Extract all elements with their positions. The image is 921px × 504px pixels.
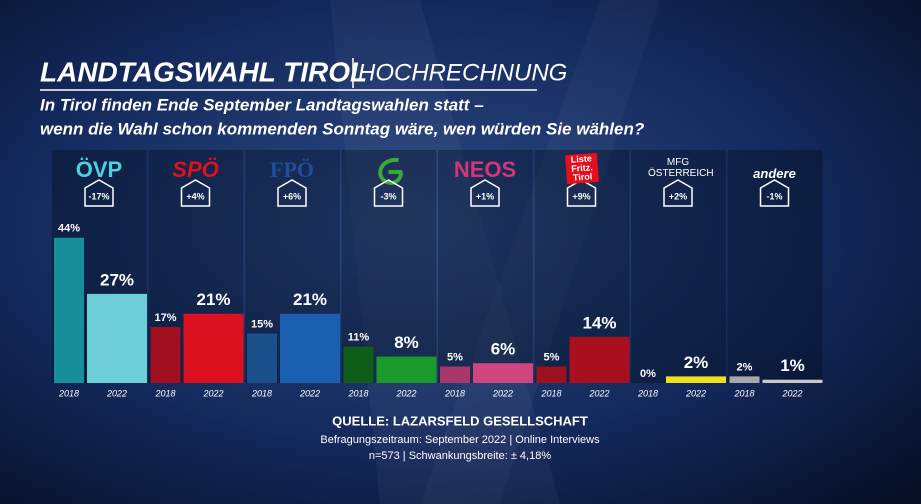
year-label: 2022 <box>588 388 609 398</box>
value-label: 0% <box>640 368 656 380</box>
change-label: -1% <box>766 191 782 201</box>
party-label: Liste Fritz. Tirol <box>564 152 599 185</box>
column-panel <box>341 150 437 383</box>
bar <box>343 346 374 383</box>
column-panel <box>631 150 726 383</box>
year-label: 2018 <box>540 388 561 398</box>
bar <box>762 379 823 383</box>
bar <box>150 326 181 383</box>
bar <box>87 293 147 383</box>
value-label: 8% <box>394 333 419 352</box>
bar <box>440 366 470 383</box>
note: n=573 | Schwankungsbreite: ± 4,18% <box>369 450 551 462</box>
bar <box>247 333 277 383</box>
year-label: 2022 <box>395 388 416 398</box>
year-label: 2022 <box>492 388 513 398</box>
change-label: +9% <box>572 191 590 201</box>
party-label: ÖVP <box>75 157 123 182</box>
value-label: 44% <box>58 223 80 235</box>
question-line: In Tirol finden Ende September Landtagsw… <box>40 95 484 114</box>
change-label: +4% <box>186 191 204 201</box>
value-label: 21% <box>293 290 327 309</box>
bar <box>280 313 340 383</box>
party-label: andere <box>753 166 796 181</box>
year-label: 2018 <box>347 388 368 398</box>
party-label: SPÖ <box>172 157 219 182</box>
change-badge <box>759 179 790 207</box>
value-label: 5% <box>447 351 463 363</box>
year-label: 2022 <box>106 388 127 398</box>
value-label: 2% <box>684 353 709 372</box>
year-label: 2018 <box>637 388 658 398</box>
bar <box>666 376 726 383</box>
bar <box>54 237 84 383</box>
change-badge <box>373 179 404 207</box>
chart-title: LANDTAGSWAHL TIROL <box>40 56 367 87</box>
value-label: 11% <box>348 332 370 344</box>
bar <box>536 366 567 383</box>
year-label: 2022 <box>685 388 706 398</box>
party-logo <box>378 157 403 185</box>
year-label: 2018 <box>58 388 79 398</box>
change-label: +1% <box>476 191 494 201</box>
chart-subtitle: HOCHRECHNUNG <box>358 59 567 86</box>
value-label: 5% <box>544 351 560 363</box>
year-label: 2018 <box>733 388 754 398</box>
change-badge <box>180 179 211 207</box>
year-label: 2022 <box>202 388 223 398</box>
bar <box>183 313 244 383</box>
change-badge <box>470 179 500 207</box>
value-label: 14% <box>582 313 616 332</box>
bar <box>473 363 533 383</box>
source: QUELLE: LAZARSFELD GESELLSCHAFT <box>332 413 588 428</box>
value-label: 1% <box>780 356 805 375</box>
value-label: 15% <box>251 318 273 330</box>
change-label: -17% <box>88 191 109 201</box>
bar <box>729 376 760 383</box>
party-label: MFG ÖSTERREICH <box>648 157 714 179</box>
party-label: FPÖ <box>270 157 314 182</box>
year-label: 2022 <box>781 388 802 398</box>
change-label: -3% <box>380 191 396 201</box>
year-label: 2022 <box>299 388 320 398</box>
value-label: 6% <box>491 340 516 359</box>
value-label: 17% <box>154 312 176 324</box>
value-label: 27% <box>100 270 134 289</box>
column-panel <box>438 150 533 383</box>
party-label: NEOS <box>453 157 517 182</box>
change-badge <box>84 179 114 207</box>
note: Befragungszeitraum: September 2022 | Onl… <box>320 434 600 446</box>
question-line: wenn die Wahl schon kommenden Sonntag wä… <box>40 119 645 138</box>
change-badge <box>277 179 307 207</box>
column-panel <box>727 150 823 383</box>
year-label: 2018 <box>251 388 272 398</box>
value-label: 21% <box>196 290 230 309</box>
year-label: 2018 <box>444 388 465 398</box>
change-label: +2% <box>669 191 687 201</box>
change-label: +6% <box>283 191 301 201</box>
year-label: 2018 <box>154 388 175 398</box>
value-label: 2% <box>737 361 753 373</box>
bar <box>569 336 630 383</box>
change-badge <box>663 179 693 207</box>
bar <box>376 356 437 383</box>
